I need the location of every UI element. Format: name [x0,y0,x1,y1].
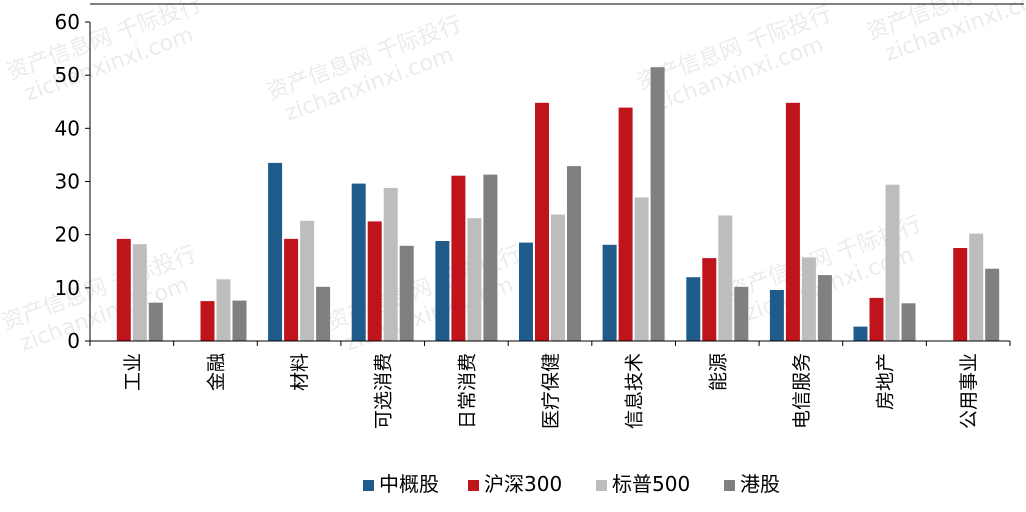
category-label: 房地产 [875,353,897,410]
bar [535,102,549,341]
legend-label: 沪深300 [484,472,562,496]
legend-swatch [363,480,374,491]
y-tick-label: 10 [55,276,80,300]
category-label: 能源 [707,353,729,391]
bar [734,286,749,341]
bars-group [116,67,1000,341]
bar [451,175,466,341]
category-labels: 工业 金融 材料 可选消费 日常消费 医疗保健 信息技术 能源 电信服务 房地产 公用事业 [122,353,980,429]
category-label: 日常消费 [456,353,478,429]
bar [116,238,131,341]
y-tick-label: 0 [67,329,80,353]
bar [268,162,283,341]
bar [316,286,331,341]
bar [969,233,984,341]
bar [801,257,816,341]
legend-label: 港股 [740,472,780,496]
bar [300,220,315,341]
legend: 中概股 沪深300 标普500 港股 [363,472,780,496]
legend-label: 中概股 [379,472,439,496]
bar [467,218,482,341]
bar [232,300,247,341]
bar [148,302,163,341]
bar [435,241,450,341]
bar [901,303,916,341]
bar [200,301,215,341]
bar [869,297,884,341]
legend-swatch [596,480,607,491]
category-label: 可选消费 [373,353,395,429]
y-tick-label: 20 [55,223,80,247]
category-label: 医疗保健 [540,353,562,429]
y-tick-label: 50 [55,63,80,87]
bar [853,326,868,341]
y-tick-label: 30 [55,170,80,194]
bar [702,258,717,341]
axes-group: 0 10 20 30 40 50 60 [55,3,1024,353]
bar [132,244,147,341]
bar [351,183,366,341]
category-label: 金融 [205,353,227,391]
bar [483,174,498,341]
bar [567,166,581,341]
bar [551,214,565,341]
bar [769,290,784,341]
bar [953,248,968,341]
legend-swatch [468,480,479,491]
bar [817,275,832,341]
y-tick-label: 60 [55,10,80,34]
bar [785,102,800,341]
bar [634,197,649,341]
bar [399,245,414,341]
bar [383,187,398,341]
bar [650,67,665,341]
legend-swatch [724,480,735,491]
category-label: 工业 [122,353,144,391]
bar [686,277,701,341]
bar [602,244,617,341]
category-label: 公用事业 [958,353,980,429]
legend-label: 标普500 [612,472,690,496]
bar [618,107,633,341]
bar [284,238,299,341]
bar [367,221,382,341]
category-label: 电信服务 [791,353,813,429]
category-label: 信息技术 [624,353,646,429]
y-tick-label: 40 [55,116,80,140]
bar [885,184,900,341]
category-label: 材料 [289,353,311,391]
bar [718,215,733,341]
bar [519,242,533,341]
bar [216,279,231,341]
bar [985,268,1000,341]
